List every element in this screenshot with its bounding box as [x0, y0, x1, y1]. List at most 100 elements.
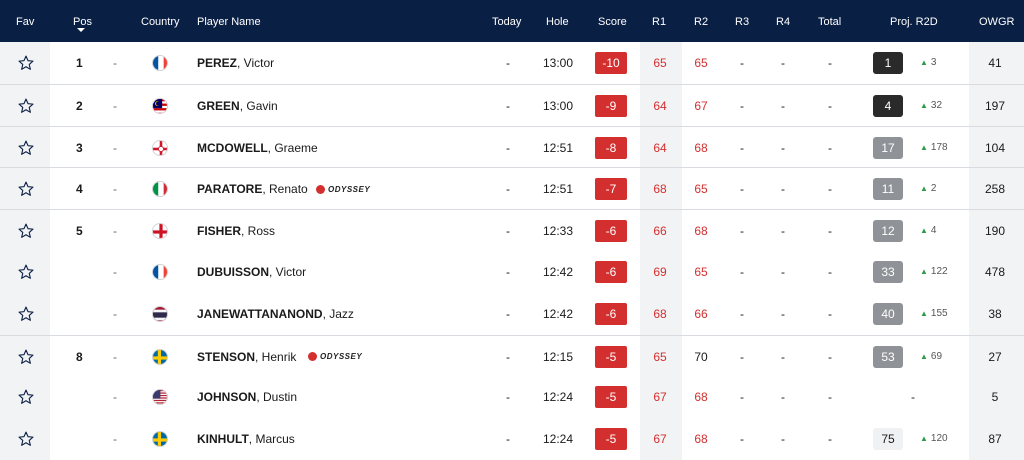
player-name[interactable]: STENSON, Henrik	[197, 336, 296, 378]
arrow-up-icon: ▲	[920, 351, 928, 361]
player-last-name: PEREZ	[197, 56, 238, 70]
table-row[interactable]: - JOHNSON, Dustin - 12:24 -5 67 68 - - -…	[0, 376, 1024, 419]
round-2-score: 68	[694, 390, 708, 405]
player-name[interactable]: JANEWATTANANOND, Jazz	[197, 293, 354, 335]
player-name[interactable]: PEREZ, Victor	[197, 42, 274, 84]
owgr-column-bg	[969, 292, 1024, 335]
player-name[interactable]: KINHULT, Marcus	[197, 418, 295, 460]
today-score: -	[506, 224, 510, 239]
fav-column-bg	[0, 376, 50, 419]
total-score-badge: -8	[595, 136, 627, 159]
round-2-score: 67	[694, 98, 708, 113]
favorite-star-icon[interactable]	[17, 430, 35, 448]
country-flag-icon	[152, 97, 168, 114]
player-name[interactable]: MCDOWELL, Graeme	[197, 127, 318, 169]
arrow-up-icon: ▲	[920, 308, 928, 318]
r1-column-bg	[640, 292, 682, 335]
r1-column-bg	[640, 335, 682, 378]
proj-move-value: 32	[930, 99, 943, 111]
table-row[interactable]: 8 - STENSON, Henrik ODYSSEY - 12:15 -5 6…	[0, 334, 1024, 378]
favorite-star-icon[interactable]	[17, 180, 35, 198]
table-row[interactable]: 5 - FISHER, Ross - 12:33 -6 66 68 - - - …	[0, 209, 1024, 253]
total-score-badge: -6	[595, 220, 627, 243]
favorite-star-icon[interactable]	[17, 388, 35, 406]
r1-column-bg	[640, 376, 682, 419]
position: 1	[76, 56, 83, 70]
round-1-score: 66	[653, 224, 667, 239]
round-1-score: 65	[653, 349, 667, 364]
player-first-name: , Dustin	[256, 390, 298, 405]
fav-column-bg	[0, 292, 50, 335]
total-strokes: -	[828, 349, 832, 364]
total-strokes: -	[828, 224, 832, 239]
favorite-star-icon[interactable]	[17, 54, 35, 72]
today-score: -	[506, 306, 510, 321]
today-score: -	[506, 349, 510, 364]
hole-time: 12:33	[542, 224, 574, 239]
proj-move-value: 3	[930, 57, 937, 68]
table-row[interactable]: 2 - GREEN, Gavin - 13:00 -9 64 67 - - - …	[0, 83, 1024, 127]
table-row[interactable]: - DUBUISSON, Victor - 12:42 -6 69 65 - -…	[0, 251, 1024, 293]
table-row[interactable]: - KINHULT, Marcus - 12:24 -5 67 68 - - -…	[0, 418, 1024, 460]
player-last-name: FISHER	[197, 224, 242, 239]
favorite-star-icon[interactable]	[17, 348, 35, 366]
favorite-star-icon[interactable]	[17, 139, 35, 157]
owgr-column-bg	[969, 418, 1024, 460]
player-first-name: , Jazz	[322, 306, 354, 321]
favorite-star-icon[interactable]	[17, 305, 35, 323]
round-3-score: -	[740, 265, 744, 279]
total-score-badge: -7	[595, 178, 627, 201]
player-name[interactable]: JOHNSON, Dustin	[197, 376, 297, 418]
proj-movement: ▲ 2	[920, 168, 936, 210]
proj-rank-badge: 12	[873, 220, 903, 243]
country-flag-icon	[152, 305, 168, 322]
position: 3	[76, 140, 83, 155]
r1-column-bg	[640, 418, 682, 460]
round-2-score: 65	[694, 265, 708, 279]
table-row[interactable]: 4 - PARATORE, Renato ODYSSEY - 12:51 -7 …	[0, 167, 1024, 211]
round-1-score: 69	[653, 265, 667, 279]
country-flag-icon	[152, 55, 168, 71]
favorite-star-icon[interactable]	[17, 97, 35, 115]
proj-rank-badge: 40	[873, 302, 903, 325]
table-row[interactable]: 3 - MCDOWELL, Graeme - 12:51 -8 64 68 - …	[0, 125, 1024, 169]
owgr-rank: 190	[984, 224, 1006, 239]
country-flag-icon	[152, 181, 168, 198]
position-movement: -	[113, 390, 117, 405]
player-name[interactable]: PARATORE, Renato	[197, 168, 308, 210]
col-fav: Fav	[16, 16, 35, 28]
hole-time: 13:00	[542, 56, 574, 70]
sponsor-logo: ODYSSEY	[308, 351, 362, 363]
proj-move-value: 2	[930, 183, 937, 195]
favorite-star-icon[interactable]	[17, 263, 35, 281]
round-4-score: -	[781, 56, 785, 70]
player-name[interactable]: GREEN, Gavin	[197, 85, 278, 127]
proj-movement: ▲ 69	[920, 336, 942, 378]
arrow-up-icon: ▲	[920, 267, 928, 276]
col-total: Total	[818, 16, 842, 28]
country-flag-icon	[152, 389, 168, 406]
proj-movement: ▲ 155	[920, 293, 948, 335]
owgr-column-bg	[969, 84, 1024, 127]
round-3-score: -	[740, 140, 744, 155]
proj-rank-badge: 17	[873, 136, 903, 159]
col-hole: Hole	[546, 16, 569, 28]
position-movement: -	[113, 140, 117, 155]
player-name[interactable]: FISHER, Ross	[197, 210, 275, 252]
table-row[interactable]: 1 - PEREZ, Victor - 13:00 -10 65 65 - - …	[0, 42, 1024, 84]
r1-column-bg	[640, 168, 682, 211]
proj-movement: ▲ 4	[920, 210, 936, 252]
col-r3: R3	[735, 16, 750, 28]
col-pos-sort[interactable]: Pos	[73, 16, 92, 28]
favorite-star-icon[interactable]	[17, 222, 35, 240]
owgr-column-bg	[969, 126, 1024, 169]
table-row[interactable]: - JANEWATTANANOND, Jazz - 12:42 -6 68 66…	[0, 292, 1024, 335]
round-4-score: -	[781, 224, 785, 239]
r1-column-bg	[640, 42, 682, 84]
arrow-up-icon: ▲	[920, 100, 928, 110]
proj-move-value: 122	[930, 266, 948, 277]
player-name[interactable]: DUBUISSON, Victor	[197, 251, 306, 293]
country-flag-icon	[152, 264, 168, 280]
total-score-badge: -9	[595, 94, 627, 117]
